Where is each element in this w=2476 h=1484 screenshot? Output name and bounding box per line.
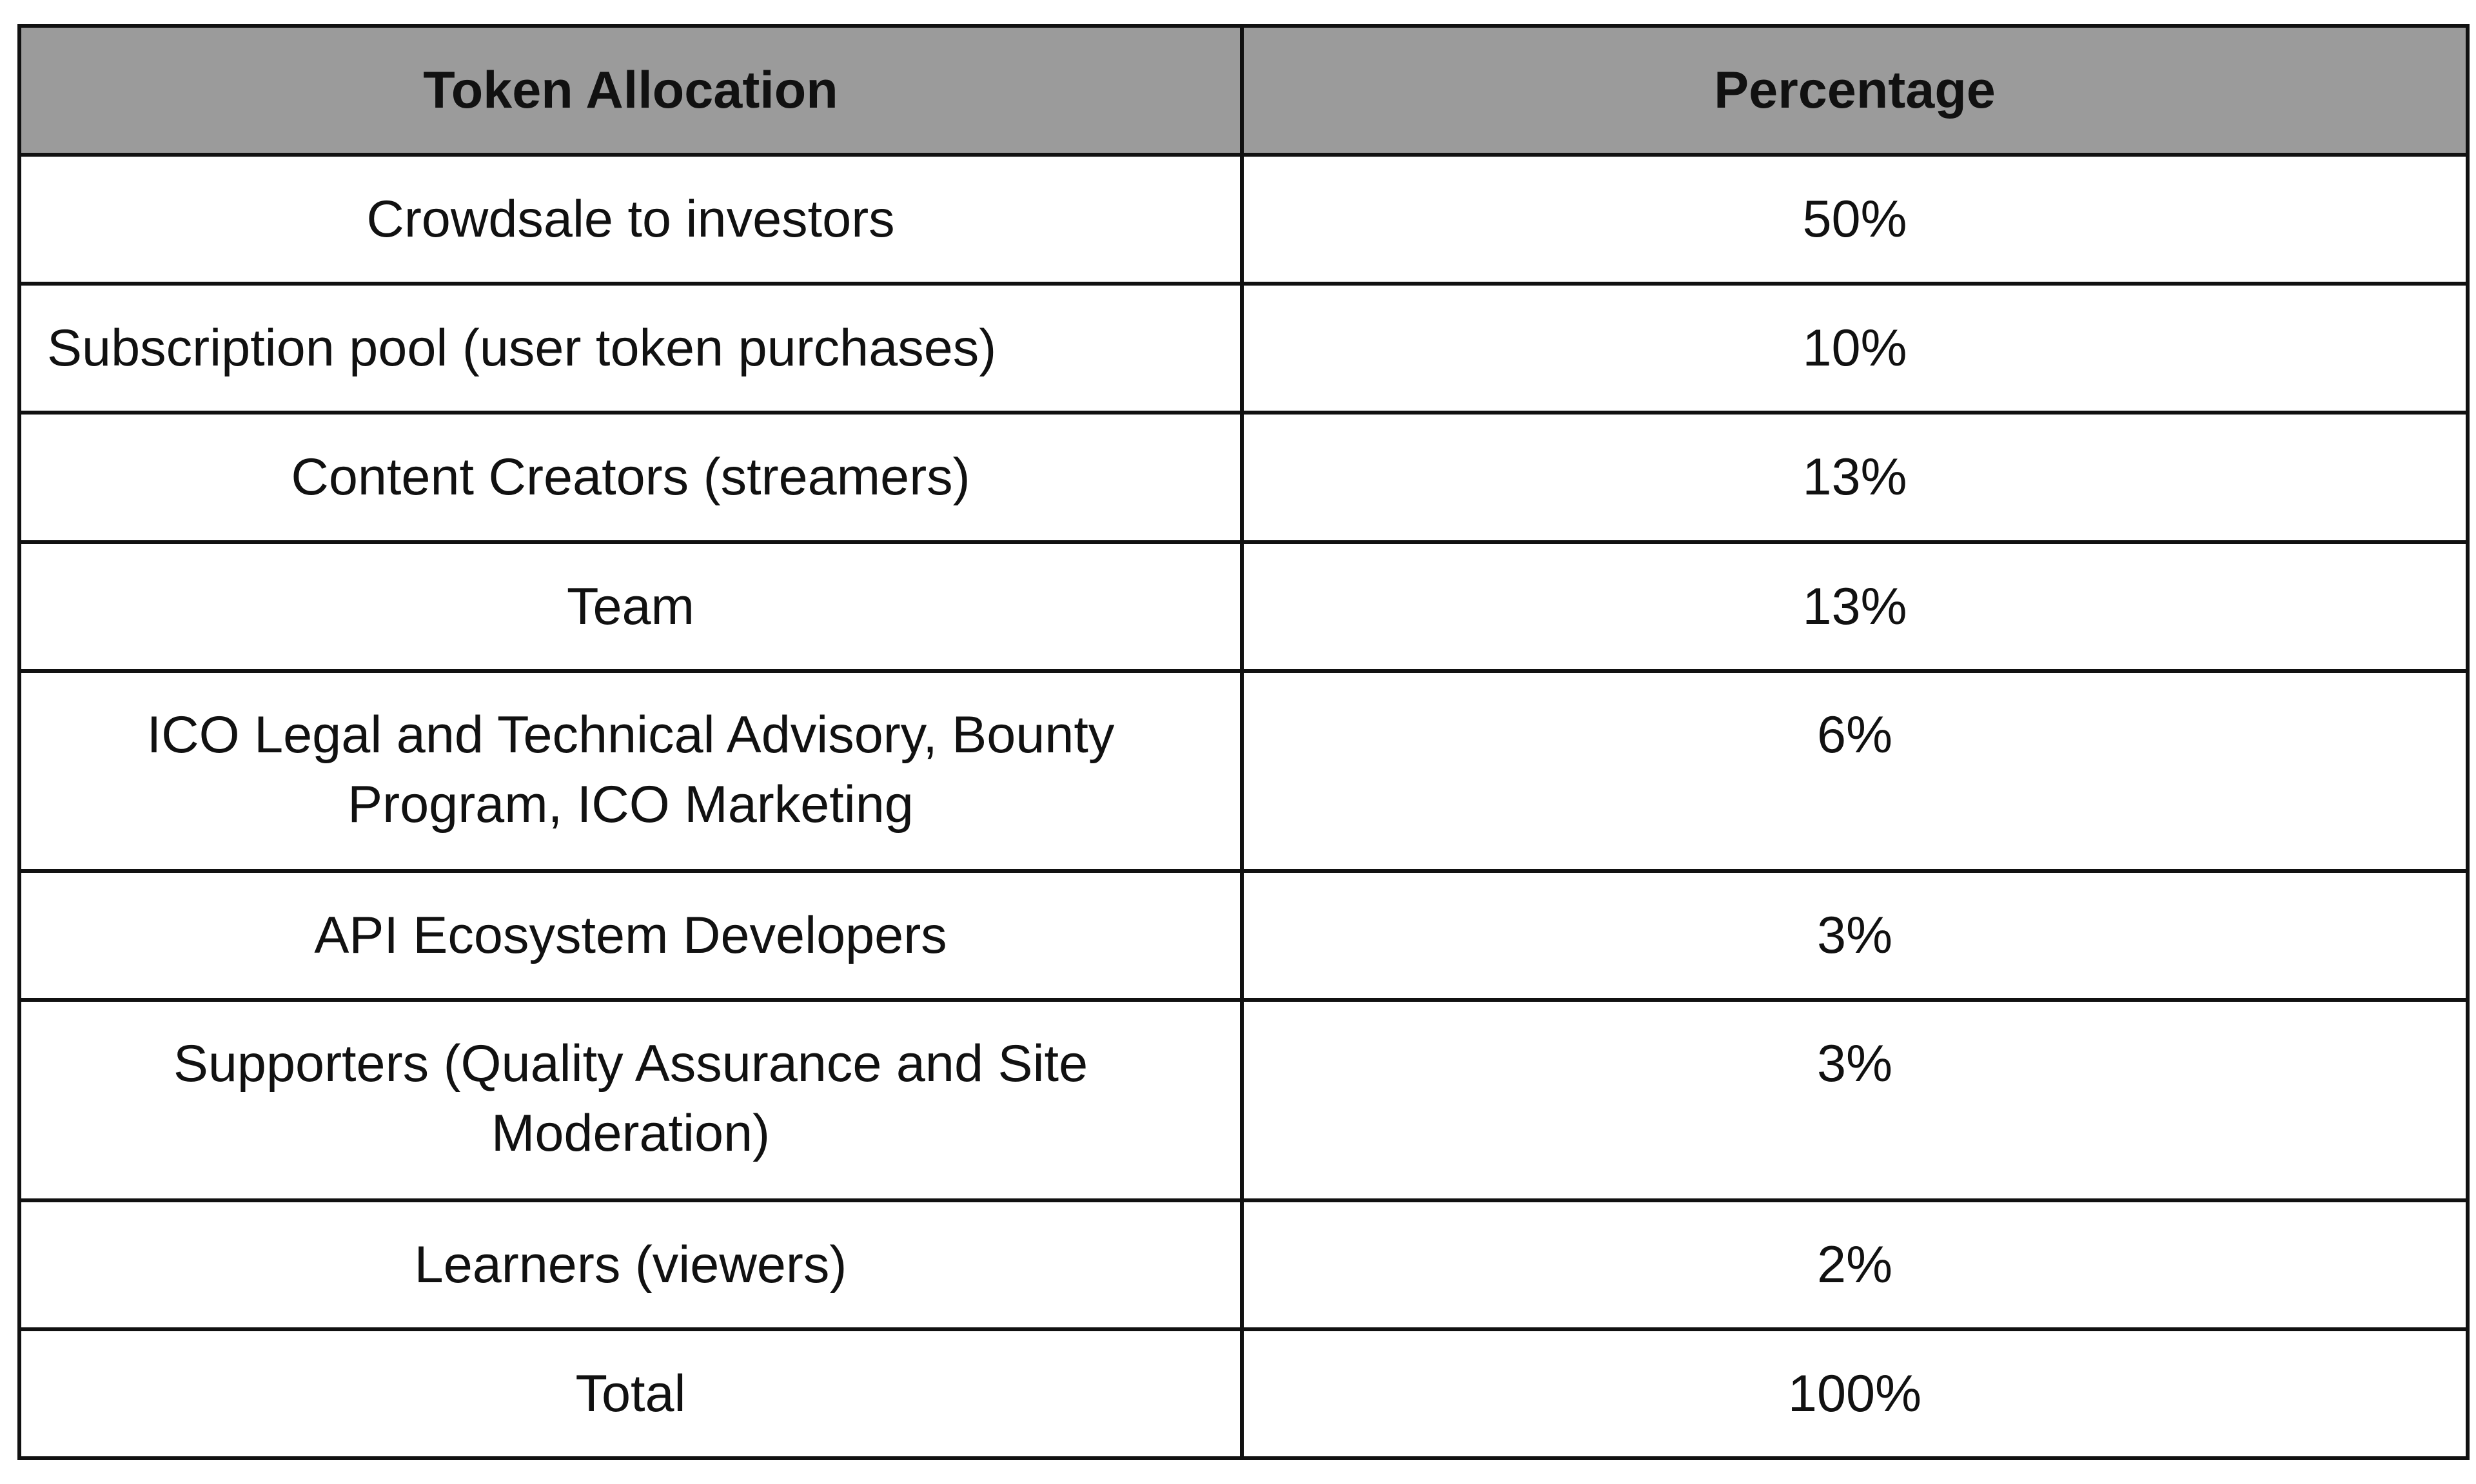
allocation-cell: Subscription pool (user token purchases) (17, 282, 1244, 415)
percentage-cell: 6% (1240, 669, 2470, 874)
total-row: Total 100% (17, 1327, 2470, 1461)
percentage-cell: 3% (1240, 869, 2470, 1002)
table-row: API Ecosystem Developers 3% (17, 869, 2470, 1002)
table-header-row: Token Allocation Percentage (17, 24, 2470, 157)
table-row: Learners (viewers) 2% (17, 1198, 2470, 1331)
table-row: Team 13% (17, 540, 2470, 673)
header-percentage: Percentage (1240, 24, 2470, 157)
header-token-allocation: Token Allocation (17, 24, 1244, 157)
percentage-cell: 2% (1240, 1198, 2470, 1331)
allocation-cell: Learners (viewers) (17, 1198, 1244, 1331)
total-percentage-cell: 100% (1240, 1327, 2470, 1461)
table-row: ICO Legal and Technical Advisory, Bounty… (17, 669, 2470, 874)
allocation-cell: Crowdsale to investors (17, 152, 1244, 286)
token-allocation-table: Token Allocation Percentage Crowdsale to… (17, 24, 2470, 1461)
total-label-cell: Total (17, 1327, 1244, 1461)
percentage-cell: 50% (1240, 152, 2470, 286)
allocation-cell: Supporters (Quality Assurance and Site M… (17, 998, 1244, 1202)
allocation-cell: Content Creators (streamers) (17, 411, 1244, 544)
table-row: Crowdsale to investors 50% (17, 152, 2470, 286)
allocation-cell: Team (17, 540, 1244, 673)
percentage-cell: 13% (1240, 411, 2470, 544)
table-row: Supporters (Quality Assurance and Site M… (17, 998, 2470, 1202)
allocation-cell: API Ecosystem Developers (17, 869, 1244, 1002)
table-row: Content Creators (streamers) 13% (17, 411, 2470, 544)
percentage-cell: 3% (1240, 998, 2470, 1202)
allocation-table-container: Token Allocation Percentage Crowdsale to… (17, 24, 2470, 1461)
table-row: Subscription pool (user token purchases)… (17, 282, 2470, 415)
percentage-cell: 10% (1240, 282, 2470, 415)
percentage-cell: 13% (1240, 540, 2470, 673)
allocation-cell: ICO Legal and Technical Advisory, Bounty… (17, 669, 1244, 874)
